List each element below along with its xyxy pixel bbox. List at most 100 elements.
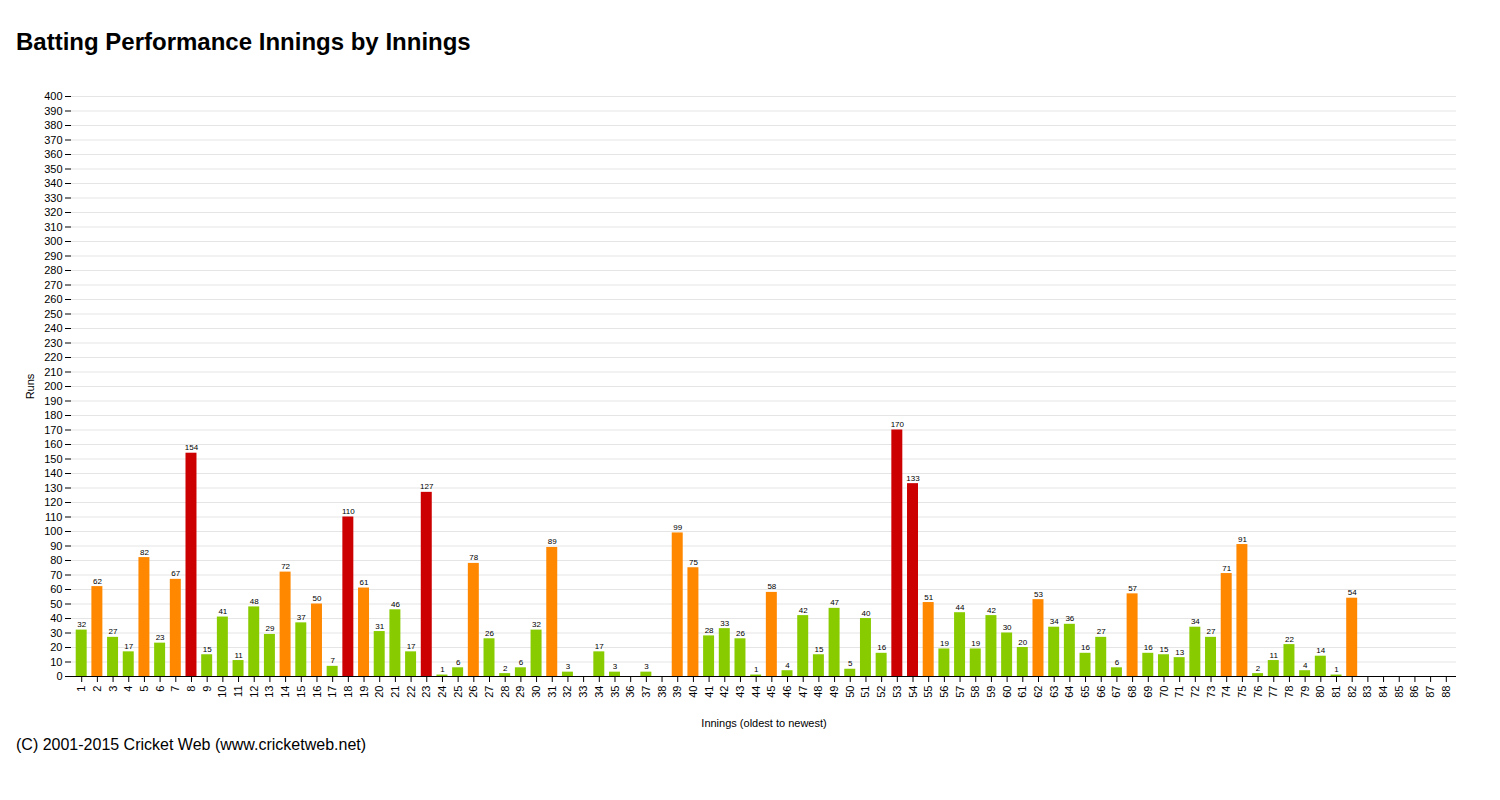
svg-text:64: 64 xyxy=(1063,685,1075,697)
svg-text:75: 75 xyxy=(1236,685,1248,697)
svg-text:400: 400 xyxy=(44,90,62,102)
svg-text:34: 34 xyxy=(1191,617,1200,626)
svg-text:40: 40 xyxy=(687,685,699,697)
svg-text:20: 20 xyxy=(50,641,62,653)
svg-text:32: 32 xyxy=(561,685,573,697)
svg-text:80: 80 xyxy=(50,554,62,566)
svg-text:30: 30 xyxy=(1003,623,1012,632)
svg-text:34: 34 xyxy=(593,685,605,697)
svg-text:250: 250 xyxy=(44,307,62,319)
svg-text:65: 65 xyxy=(1079,685,1091,697)
svg-text:29: 29 xyxy=(514,685,526,697)
svg-text:15: 15 xyxy=(203,645,212,654)
svg-text:83: 83 xyxy=(1361,685,1373,697)
svg-text:27: 27 xyxy=(1207,627,1216,636)
svg-text:67: 67 xyxy=(1110,685,1122,697)
svg-text:6: 6 xyxy=(1115,658,1120,667)
svg-text:19: 19 xyxy=(971,639,980,648)
svg-text:5: 5 xyxy=(138,685,150,691)
svg-text:390: 390 xyxy=(44,104,62,116)
svg-text:310: 310 xyxy=(44,220,62,232)
svg-text:4: 4 xyxy=(785,661,790,670)
svg-text:15: 15 xyxy=(1160,645,1169,654)
svg-text:40: 40 xyxy=(50,612,62,624)
svg-text:44: 44 xyxy=(956,603,965,612)
svg-text:280: 280 xyxy=(44,264,62,276)
svg-text:32: 32 xyxy=(77,620,86,629)
svg-text:53: 53 xyxy=(891,685,903,697)
svg-text:41: 41 xyxy=(703,685,715,697)
svg-text:58: 58 xyxy=(969,685,981,697)
svg-text:23: 23 xyxy=(420,685,432,697)
svg-text:43: 43 xyxy=(734,685,746,697)
svg-text:170: 170 xyxy=(44,423,62,435)
svg-text:57: 57 xyxy=(954,685,966,697)
svg-text:42: 42 xyxy=(799,605,808,614)
svg-text:330: 330 xyxy=(44,191,62,203)
svg-text:62: 62 xyxy=(1032,685,1044,697)
svg-text:0: 0 xyxy=(56,670,62,682)
svg-text:27: 27 xyxy=(1097,627,1106,636)
svg-text:6: 6 xyxy=(154,685,166,691)
svg-text:50: 50 xyxy=(50,597,62,609)
svg-text:54: 54 xyxy=(907,685,919,697)
svg-text:91: 91 xyxy=(1238,534,1247,543)
svg-text:10: 10 xyxy=(216,685,228,697)
svg-text:89: 89 xyxy=(548,537,557,546)
svg-text:51: 51 xyxy=(924,592,933,601)
svg-text:26: 26 xyxy=(736,629,745,638)
svg-text:260: 260 xyxy=(44,293,62,305)
svg-text:30: 30 xyxy=(530,685,542,697)
svg-text:29: 29 xyxy=(265,624,274,633)
svg-text:45: 45 xyxy=(765,685,777,697)
svg-text:230: 230 xyxy=(44,336,62,348)
svg-text:23: 23 xyxy=(156,633,165,642)
svg-text:88: 88 xyxy=(1440,685,1452,697)
svg-text:76: 76 xyxy=(1252,685,1264,697)
svg-text:73: 73 xyxy=(1205,685,1217,697)
svg-text:48: 48 xyxy=(812,685,824,697)
svg-text:85: 85 xyxy=(1393,685,1405,697)
svg-text:28: 28 xyxy=(499,685,511,697)
svg-text:90: 90 xyxy=(50,539,62,551)
svg-text:58: 58 xyxy=(767,582,776,591)
svg-text:6: 6 xyxy=(456,658,461,667)
svg-text:60: 60 xyxy=(50,583,62,595)
svg-text:55: 55 xyxy=(922,685,934,697)
svg-text:11: 11 xyxy=(1270,650,1279,659)
svg-text:11: 11 xyxy=(234,650,243,659)
svg-text:47: 47 xyxy=(830,598,839,607)
svg-text:17: 17 xyxy=(124,642,133,651)
svg-text:154: 154 xyxy=(185,443,199,452)
svg-text:6: 6 xyxy=(519,658,524,667)
svg-text:26: 26 xyxy=(467,685,479,697)
svg-text:31: 31 xyxy=(375,621,384,630)
svg-text:120: 120 xyxy=(44,496,62,508)
svg-text:70: 70 xyxy=(1157,685,1169,697)
svg-text:20: 20 xyxy=(1018,637,1027,646)
svg-text:31: 31 xyxy=(546,685,558,697)
svg-text:32: 32 xyxy=(532,620,541,629)
svg-text:17: 17 xyxy=(595,642,604,651)
svg-text:42: 42 xyxy=(987,605,996,614)
svg-text:10: 10 xyxy=(50,655,62,667)
svg-text:7: 7 xyxy=(169,685,181,691)
svg-text:99: 99 xyxy=(673,523,682,532)
svg-text:21: 21 xyxy=(389,685,401,697)
svg-text:48: 48 xyxy=(250,597,259,606)
svg-text:69: 69 xyxy=(1142,685,1154,697)
svg-text:13: 13 xyxy=(263,685,275,697)
svg-text:9: 9 xyxy=(201,685,213,691)
svg-text:35: 35 xyxy=(609,685,621,697)
svg-text:39: 39 xyxy=(671,685,683,697)
svg-text:5: 5 xyxy=(848,659,853,668)
svg-text:38: 38 xyxy=(656,685,668,697)
svg-text:36: 36 xyxy=(1065,614,1074,623)
svg-text:2: 2 xyxy=(91,685,103,691)
svg-text:53: 53 xyxy=(1034,589,1043,598)
svg-text:36: 36 xyxy=(624,685,636,697)
svg-text:37: 37 xyxy=(297,613,306,622)
svg-text:16: 16 xyxy=(877,643,886,652)
svg-text:34: 34 xyxy=(1050,617,1059,626)
svg-text:80: 80 xyxy=(1314,685,1326,697)
